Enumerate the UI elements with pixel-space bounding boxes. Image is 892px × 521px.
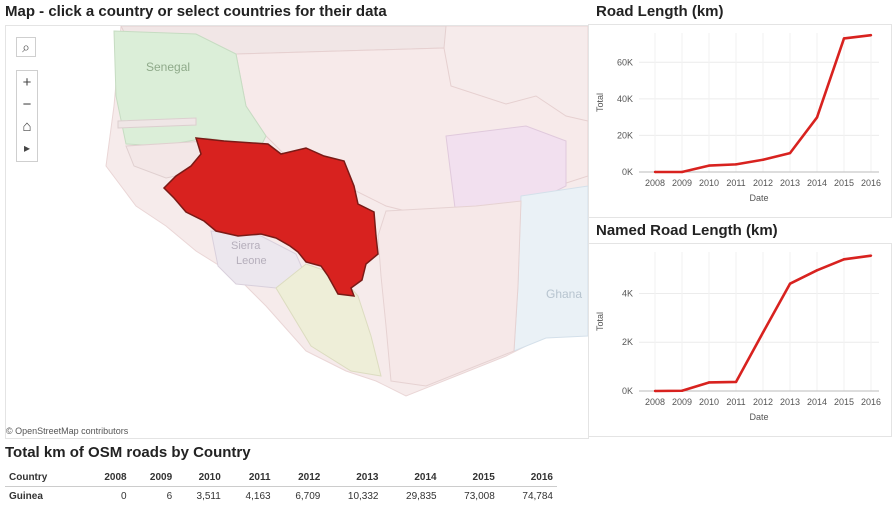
plus-icon: + — [22, 73, 32, 91]
data-point — [788, 282, 792, 285]
table-cell-value: 0 — [121, 490, 127, 502]
column-header-2008: 2008 — [85, 468, 131, 487]
data-point — [869, 34, 873, 37]
x-tick-label: 2010 — [699, 397, 719, 407]
table-cell-value: 3,511 — [196, 490, 221, 502]
y-tick-label: 60K — [617, 57, 633, 67]
column-header-2013: 2013 — [324, 468, 383, 487]
table-title: Total km of OSM roads by Country — [5, 444, 251, 461]
column-header-2010: 2010 — [176, 468, 225, 487]
x-tick-label: 2011 — [726, 397, 745, 407]
y-axis-label: Total — [595, 312, 605, 331]
x-axis-label: Date — [749, 412, 768, 422]
zoom-out-button[interactable]: − — [17, 93, 37, 115]
data-point — [815, 269, 819, 272]
osm-roads-table: Country 2008 2009 2010 2011 2012 2013 2014 2015 2… — [5, 468, 557, 505]
table-cell-value: 74,784 — [522, 490, 553, 502]
y-tick-label: 0K — [622, 386, 633, 396]
road-chart-svg: 0K 20K 40K 60K 2008 2009 2010 2011 2012 2013 2014 2… — [595, 33, 881, 203]
zoom-in-button[interactable]: + — [17, 71, 37, 93]
x-tick-label: 2008 — [645, 397, 665, 407]
x-tick-label: 2011 — [726, 178, 745, 188]
home-button[interactable]: ⌂ — [17, 115, 37, 137]
map-attribution: © OpenStreetMap contributors — [6, 426, 129, 436]
data-point — [761, 331, 765, 334]
x-tick-label: 2010 — [699, 178, 719, 188]
map-search-button[interactable]: ⌕ — [16, 37, 36, 57]
data-point — [707, 164, 711, 167]
column-header-2011: 2011 — [224, 468, 275, 487]
table-cell-value: 10,332 — [347, 490, 379, 502]
senegal-label: Senegal — [146, 60, 190, 74]
table-cell-value: 6 — [166, 490, 173, 502]
data-point — [707, 381, 711, 384]
data-point — [761, 158, 765, 161]
data-point — [653, 170, 657, 174]
named-chart-svg: 0K 2K 4K 2008 2009 2010 2011 2012 2013 2014 2015 20… — [595, 252, 881, 422]
column-header-2012: 2012 — [274, 468, 325, 487]
ghana-label: Ghana — [546, 287, 582, 301]
table-cell-value: 6,709 — [295, 490, 321, 502]
guinea-country-selected[interactable] — [162, 137, 379, 297]
data-point — [842, 37, 846, 40]
x-tick-label: 2015 — [834, 178, 854, 188]
y-tick-label: 40K — [617, 94, 633, 104]
data-point — [734, 380, 738, 384]
y-tick-label: 4K — [622, 288, 633, 298]
y-axis-label: Total — [595, 93, 605, 112]
road-length-chart: 0K 20K 40K 60K 2008 2009 2010 2011 2012 2013 2014 2… — [588, 24, 892, 218]
column-header-2014: 2014 — [382, 468, 441, 487]
sierra-leone-label-line1: Sierra — [231, 240, 261, 252]
column-header-2009: 2009 — [130, 468, 177, 487]
map-zoom-controls: + − ⌂ ▸ — [16, 70, 38, 162]
column-header-2015: 2015 — [440, 468, 499, 487]
play-icon: ▸ — [23, 141, 31, 155]
play-button[interactable]: ▸ — [17, 137, 37, 159]
table-header-row: Country 2008 2009 2010 2011 2012 2013 2014 2015 2… — [5, 468, 557, 487]
x-axis-label: Date — [749, 193, 768, 203]
data-point — [734, 163, 738, 166]
x-tick-label: 2009 — [672, 178, 692, 188]
x-tick-label: 2016 — [861, 397, 881, 407]
road-length-title: Road Length (km) — [596, 3, 724, 20]
named-road-length-title: Named Road Length (km) — [596, 222, 778, 239]
y-tick-label: 20K — [617, 130, 633, 140]
home-icon: ⌂ — [22, 117, 32, 135]
x-tick-label: 2013 — [780, 178, 800, 188]
sierra-leone-label-line2: Leone — [236, 255, 267, 267]
x-tick-label: 2016 — [861, 178, 881, 188]
column-header-2016: 2016 — [498, 468, 557, 487]
y-tick-label: 2K — [622, 337, 633, 347]
x-tick-label: 2012 — [753, 178, 773, 188]
table-row[interactable]: Guinea 0 6 3,511 4,163 6,709 10,332 29,835 73,00… — [5, 487, 557, 506]
data-point — [680, 170, 684, 174]
x-tick-label: 2009 — [672, 397, 692, 407]
country-map[interactable]: Senegal Sierra Leone Ghana ⌕ + − ⌂ ▸ © O… — [5, 25, 589, 439]
data-point — [842, 258, 846, 261]
data-point — [653, 389, 657, 393]
minus-icon: − — [22, 95, 32, 113]
data-point — [869, 254, 873, 257]
table-cell-value: 73,008 — [464, 490, 495, 502]
named-road-length-chart: 0K 2K 4K 2008 2009 2010 2011 2012 2013 2014 2015 20… — [588, 243, 892, 437]
y-tick-label: 0K — [622, 167, 633, 177]
data-point — [815, 116, 819, 119]
column-header-country: Country — [5, 468, 85, 487]
cote-divoire-region[interactable] — [377, 200, 522, 387]
x-tick-label: 2015 — [834, 397, 854, 407]
data-point — [788, 151, 792, 155]
map-title: Map - click a country or select countrie… — [5, 3, 387, 20]
x-tick-label: 2012 — [753, 397, 773, 407]
data-point — [680, 389, 684, 392]
x-tick-label: 2014 — [807, 178, 827, 188]
liberia-region[interactable] — [275, 263, 382, 377]
ghana-region[interactable] — [513, 185, 588, 352]
x-tick-label: 2008 — [645, 178, 665, 188]
table-cell-value: 4,163 — [245, 490, 271, 502]
table-cell-country: Guinea — [9, 490, 43, 502]
x-tick-label: 2014 — [807, 397, 827, 407]
x-tick-label: 2013 — [780, 397, 800, 407]
search-icon: ⌕ — [22, 38, 30, 55]
table-cell-value: 29,835 — [406, 490, 437, 502]
